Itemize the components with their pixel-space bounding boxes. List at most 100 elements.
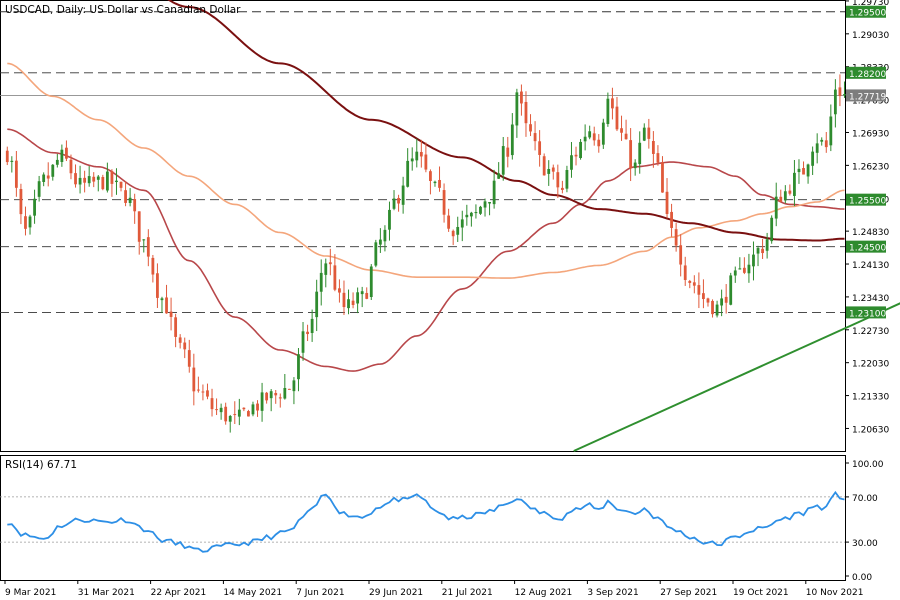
support-trendline xyxy=(573,302,900,452)
candle xyxy=(729,272,733,306)
candle-body xyxy=(146,237,150,257)
candle xyxy=(715,300,719,318)
candle xyxy=(479,205,482,215)
candle-body xyxy=(360,291,364,295)
candle xyxy=(738,257,742,270)
candle xyxy=(797,159,801,184)
candle xyxy=(74,164,77,188)
candle-body xyxy=(838,87,842,97)
candle xyxy=(237,398,241,426)
candle-body xyxy=(752,254,755,267)
candle-body xyxy=(679,245,683,265)
candle xyxy=(333,254,337,292)
candle xyxy=(388,201,391,241)
candle xyxy=(624,119,628,140)
candle xyxy=(756,245,760,267)
candle-body xyxy=(797,168,801,173)
candle xyxy=(410,147,414,171)
candle-body xyxy=(802,168,805,175)
candle-body xyxy=(538,141,542,155)
candle-body xyxy=(33,198,36,216)
candle xyxy=(297,348,300,392)
candle-body xyxy=(228,415,232,422)
candle-body xyxy=(533,133,537,142)
candle xyxy=(524,91,528,137)
x-tick-label: 9 Mar 2021 xyxy=(5,588,56,598)
candle-body xyxy=(460,219,464,228)
candle xyxy=(702,279,705,309)
candle-body xyxy=(779,196,783,202)
y-tick-label: 1.20630 xyxy=(852,425,889,435)
candle xyxy=(838,74,842,107)
candle-body xyxy=(178,337,182,343)
candle-body xyxy=(401,185,405,205)
candle-body xyxy=(338,288,341,293)
candle-body xyxy=(806,164,810,177)
candle-body xyxy=(278,397,282,399)
candle-body xyxy=(620,128,623,133)
candle xyxy=(196,376,200,393)
price-label-box xyxy=(846,306,886,319)
candle-body xyxy=(392,198,396,209)
candle xyxy=(283,373,287,400)
x-tick-label: 22 Apr 2021 xyxy=(151,588,207,598)
price-label-box xyxy=(846,240,886,253)
candle xyxy=(365,287,369,300)
candle-body xyxy=(247,411,250,417)
candle-body xyxy=(642,127,646,141)
candle xyxy=(415,138,419,168)
candle-body xyxy=(497,173,501,179)
candle xyxy=(560,180,564,194)
candle xyxy=(356,287,360,314)
candle xyxy=(806,163,810,184)
candle-body xyxy=(215,409,218,411)
candle xyxy=(142,239,146,253)
x-tick-label: 29 Jun 2021 xyxy=(369,588,423,598)
candle-body xyxy=(479,206,482,214)
candle xyxy=(679,234,683,277)
price-panel: 1.297301.290301.283301.276301.269301.262… xyxy=(0,0,900,452)
candle xyxy=(492,169,496,209)
candle-body xyxy=(551,167,555,172)
candle xyxy=(556,164,560,198)
candle-body xyxy=(174,317,178,337)
candle-body xyxy=(433,181,437,184)
candle xyxy=(228,414,232,433)
candle xyxy=(788,184,792,196)
candle xyxy=(742,257,746,275)
candle xyxy=(843,81,846,98)
candle xyxy=(488,201,491,216)
candle xyxy=(14,151,18,197)
candle xyxy=(811,146,815,176)
candle xyxy=(242,407,246,412)
candle-body xyxy=(87,176,91,184)
candle xyxy=(770,215,774,244)
candle-body xyxy=(369,266,373,298)
candle-body xyxy=(829,116,833,146)
candle xyxy=(338,279,341,303)
price-label-text: 1.24500 xyxy=(849,244,886,254)
candle-body xyxy=(492,180,496,205)
candle xyxy=(319,259,323,306)
candle xyxy=(210,388,214,417)
candle xyxy=(501,136,505,181)
rsi-panel: 100.00 70.00 30.00 0.00 xyxy=(0,455,884,583)
candle xyxy=(793,159,796,207)
candle-body xyxy=(424,154,428,170)
candle-body xyxy=(815,143,819,153)
candle xyxy=(215,398,218,416)
candle-body xyxy=(283,387,287,399)
candle-body xyxy=(611,98,614,109)
candle xyxy=(306,324,309,342)
price-label-text: 1.29500 xyxy=(849,9,886,19)
candle xyxy=(55,153,59,168)
candle xyxy=(133,193,137,224)
candle xyxy=(706,297,710,307)
candle-body xyxy=(597,139,601,147)
price-level-label: 1.25500 xyxy=(846,193,886,207)
candle xyxy=(779,189,783,203)
candle-body xyxy=(683,265,687,280)
candle xyxy=(761,238,764,259)
candle-body xyxy=(515,92,519,126)
